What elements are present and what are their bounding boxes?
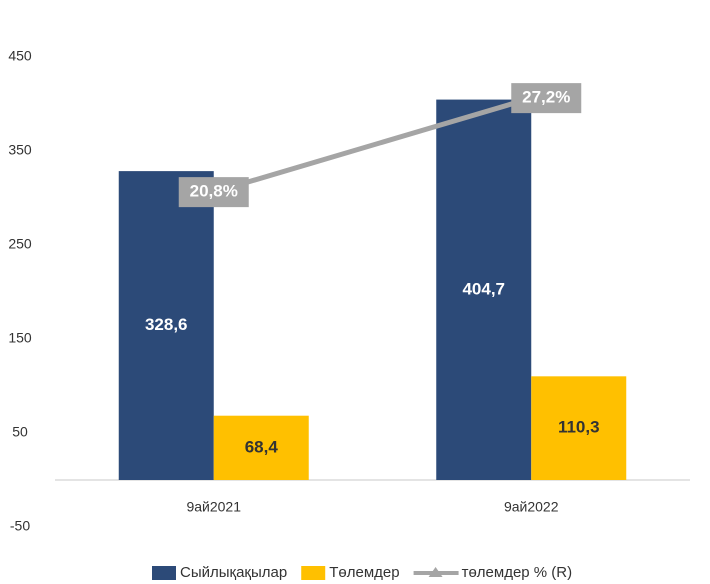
line-label-box (178, 177, 249, 208)
bar (213, 415, 309, 480)
bar-value-label: 404,7 (462, 279, 505, 298)
y-tick-label: 250 (8, 236, 32, 252)
bar-value-label: 110,3 (558, 418, 600, 437)
legend-marker (428, 567, 443, 577)
legend-swatch (152, 566, 176, 580)
legend-swatch (301, 566, 326, 580)
line-label-box (511, 83, 582, 114)
bar (118, 171, 214, 480)
bar (436, 99, 532, 480)
x-tick-label: 9ай2021 (186, 499, 241, 515)
line-value-label: 27,2% (522, 88, 570, 107)
y-tick-label: 350 (8, 142, 32, 158)
legend-label: төлемдер % (R) (462, 564, 573, 581)
y-tick-label: 50 (12, 424, 28, 440)
y-tick-label: 150 (8, 330, 32, 346)
y-tick-label: 450 (8, 48, 32, 64)
line-value-label: 20,8% (190, 182, 238, 201)
legend-label: Төлемдер (329, 564, 399, 581)
x-tick-label: 9ай2022 (504, 499, 559, 515)
bar-value-label: 328,6 (145, 315, 188, 334)
bar-value-label: 68,4 (245, 437, 279, 456)
legend-label: Сыйлықақылар (180, 564, 287, 581)
line (213, 95, 532, 195)
bar (531, 376, 627, 480)
y-tick-label: -50 (10, 518, 30, 534)
